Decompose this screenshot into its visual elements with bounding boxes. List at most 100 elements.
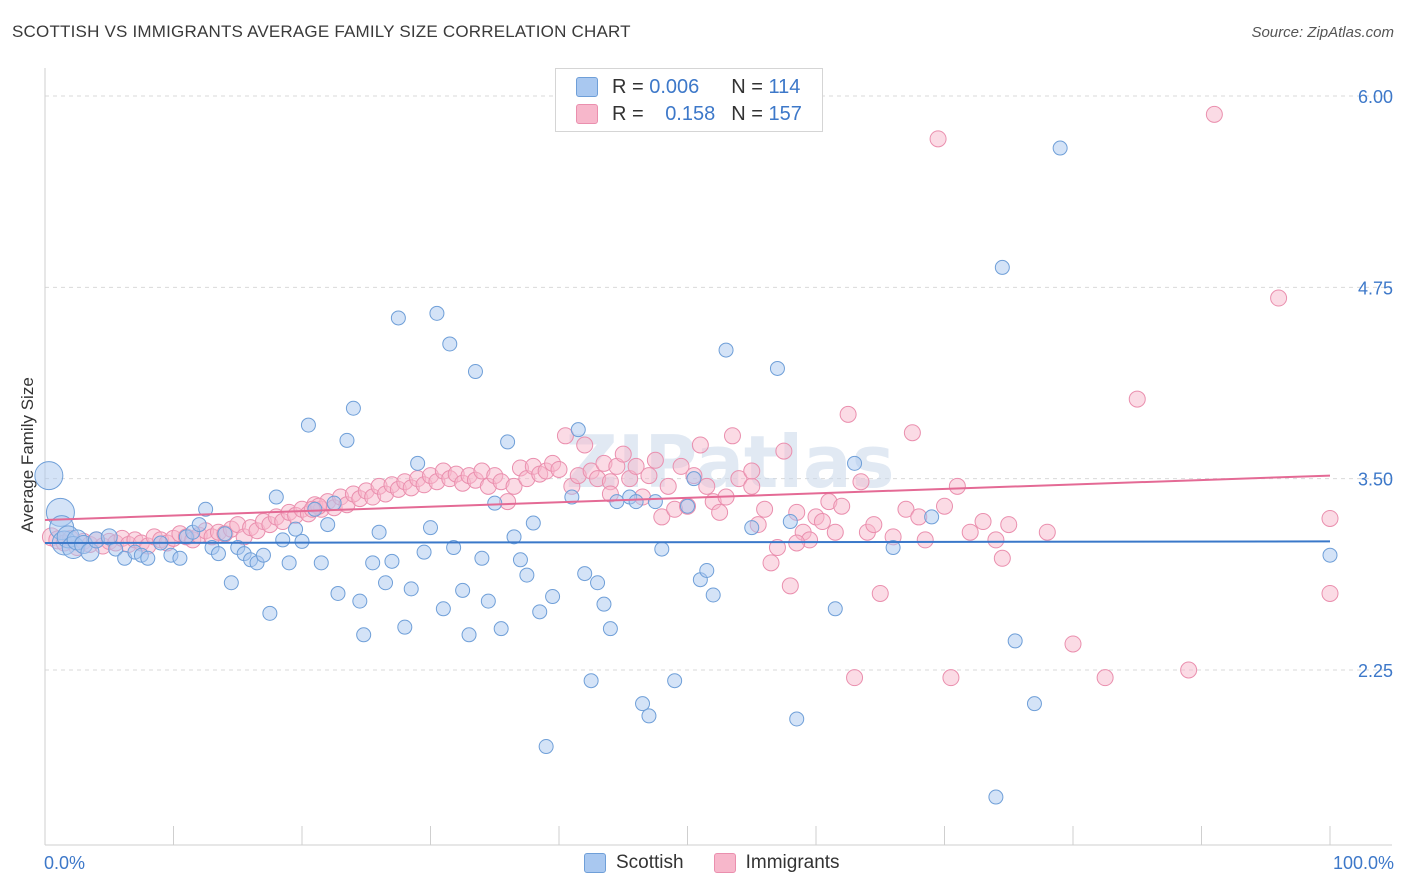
scottish-point: [500, 434, 516, 450]
immigrants-point: [903, 424, 921, 442]
immigrants-point: [768, 539, 786, 557]
immigrants-point: [781, 577, 799, 595]
y-tick-labels: 2.25 3.50 4.75 6.00: [1358, 87, 1393, 681]
legend-item-immigrants[interactable]: Immigrants: [713, 852, 840, 874]
stats-legend: R = 0.006 N = 114 R = 0.158 N = 157: [555, 68, 823, 132]
scottish-point: [1052, 140, 1068, 156]
immigrants-point: [936, 497, 953, 515]
immigrants-point: [1000, 516, 1018, 534]
scottish-point: [345, 400, 361, 416]
scottish-point: [570, 422, 586, 438]
scottish-point: [654, 541, 670, 557]
immigrants-point: [1321, 509, 1339, 527]
scottish-point: [455, 582, 471, 598]
immigrants-point: [813, 513, 831, 531]
scottish-point: [339, 432, 355, 448]
scottish-point: [602, 621, 618, 637]
immigrants-point: [852, 473, 870, 491]
immigrants-point: [762, 554, 780, 572]
scottish-point: [474, 550, 490, 566]
immigrants-point: [756, 500, 774, 518]
r-label: R =: [612, 102, 644, 125]
scottish-point: [609, 494, 625, 510]
immigrants-point: [743, 477, 761, 495]
y-tick-label: 6.00: [1358, 87, 1393, 107]
immigrants-point: [1096, 669, 1114, 687]
scottish-point: [307, 501, 323, 517]
scottish-point: [493, 621, 509, 637]
scottish-point: [590, 575, 606, 591]
series-legend: Scottish Immigrants: [584, 852, 870, 874]
scottish-point: [769, 360, 785, 376]
immigrants-point: [743, 462, 761, 480]
scottish-point: [667, 673, 683, 689]
stats-row-scottish: R = 0.006 N = 114: [576, 75, 800, 99]
scottish-point: [326, 495, 342, 511]
immigrants-point: [711, 503, 729, 521]
immigrants-point: [627, 457, 645, 475]
scottish-point: [288, 521, 304, 537]
scottish-point: [628, 494, 644, 510]
scottish-point: [281, 555, 297, 571]
immigrants-point: [1321, 584, 1339, 602]
immigrants-point: [730, 470, 748, 488]
r-value: 0.006: [649, 75, 700, 98]
immigrants-point: [691, 436, 709, 454]
immigrants-point: [846, 669, 864, 687]
legend-item-scottish[interactable]: Scottish: [584, 852, 684, 874]
r-value: 0.158: [665, 102, 716, 125]
scottish-point: [847, 455, 863, 471]
n-label: N =: [731, 102, 763, 125]
immigrants-point: [723, 427, 741, 445]
scottish-point: [487, 495, 503, 511]
scottish-point: [210, 546, 226, 562]
scottish-point: [480, 593, 496, 609]
immigrants-point: [833, 497, 851, 515]
scottish-point: [718, 342, 734, 358]
scottish-point: [577, 566, 593, 582]
immigrants-point: [1064, 635, 1082, 653]
immigrants-point: [916, 531, 934, 549]
scottish-point: [885, 540, 901, 556]
legend-label: Immigrants: [745, 852, 840, 873]
scottish-point: [198, 501, 214, 517]
scottish-point: [635, 696, 651, 712]
scottish-point: [330, 585, 346, 601]
y-tick-label: 3.50: [1358, 470, 1393, 490]
immigrants-swatch: [713, 853, 736, 873]
scottish-point: [294, 533, 310, 549]
r-label: R =: [612, 75, 644, 98]
immigrants-point: [961, 523, 979, 541]
scottish-point: [545, 589, 561, 605]
scottish-point: [191, 517, 207, 533]
scottish-point: [442, 336, 458, 352]
scottish-point: [356, 627, 372, 643]
immigrants-point: [653, 508, 671, 526]
immigrants-point: [672, 457, 690, 475]
scottish-point: [686, 471, 702, 487]
scottish-point: [429, 305, 445, 321]
scottish-point: [512, 552, 528, 568]
y-tick-label: 2.25: [1358, 661, 1393, 681]
scottish-point: [1026, 696, 1042, 712]
scottish-point: [1007, 633, 1023, 649]
immigrants-trend-line: [44, 474, 1331, 521]
scottish-point: [416, 544, 432, 560]
scottish-point: [255, 547, 271, 563]
immigrants-point: [775, 442, 793, 460]
scottish-point: [365, 555, 381, 571]
scottish-point: [705, 587, 721, 603]
immigrants-point: [640, 467, 658, 485]
scottish-point: [100, 528, 118, 546]
y-axis-label: Average Family Size: [18, 377, 37, 533]
immigrants-point: [871, 584, 889, 602]
scottish-point: [300, 417, 316, 433]
immigrants-point: [897, 500, 915, 518]
immigrants-point: [929, 130, 947, 148]
scottish-point: [789, 711, 805, 727]
scottish-point: [410, 455, 426, 471]
n-value: 157: [768, 102, 802, 125]
scottish-point: [217, 526, 233, 542]
immigrants-point: [974, 513, 992, 531]
